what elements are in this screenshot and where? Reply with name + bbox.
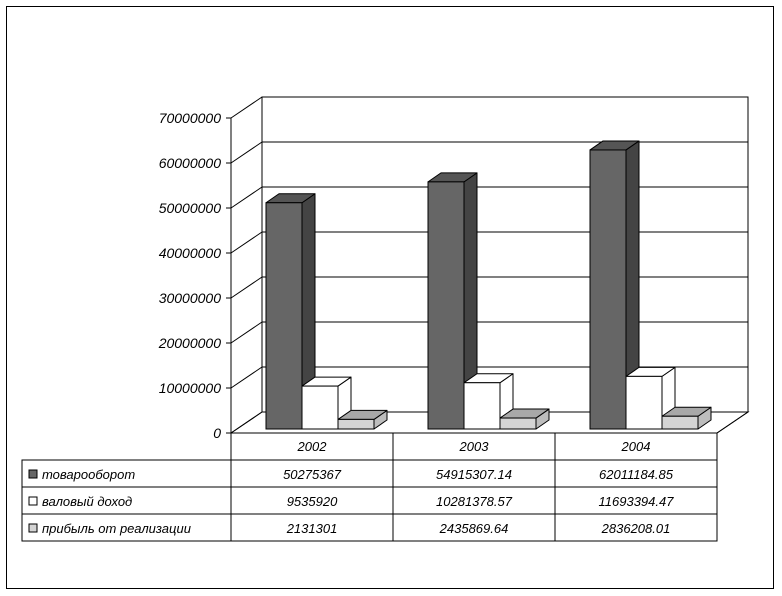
data-label: 62011184.85 <box>599 467 674 482</box>
gridline-depth <box>230 276 263 299</box>
bar-2003-series-1 <box>463 382 501 430</box>
y-tick-label: 40000000 <box>159 245 222 261</box>
bar-2004-series-1 <box>625 375 663 430</box>
chart-frame <box>6 6 774 589</box>
category-label: 2004 <box>621 439 651 454</box>
y-tick-label: 70000000 <box>159 110 222 126</box>
gridline-depth <box>230 231 263 254</box>
data-label: 11693394.47 <box>599 494 675 509</box>
bar-2004-series-0 <box>589 149 627 430</box>
legend-label: прибыль от реализации <box>42 521 191 536</box>
data-label: 2435869.64 <box>439 521 509 536</box>
gridline-depth <box>230 186 263 209</box>
bar-2002-series-2 <box>337 418 375 430</box>
y-tick-label: 50000000 <box>159 200 222 216</box>
legend-label: товарооборот <box>42 467 135 482</box>
gridline-depth <box>230 366 263 389</box>
bar-2002-series-0 <box>265 202 303 430</box>
y-tick-label: 10000000 <box>159 380 222 396</box>
y-tick-label: 0 <box>213 425 221 441</box>
gridline-depth <box>230 96 263 119</box>
table-body <box>21 459 718 542</box>
gridline-depth <box>230 411 263 434</box>
gridline-depth <box>230 321 263 344</box>
category-label: 2002 <box>297 439 328 454</box>
legend-swatch <box>28 469 38 479</box>
y-tick-label: 30000000 <box>159 290 222 306</box>
gridline-depth <box>230 141 263 164</box>
bar-2002-series-1 <box>301 385 339 430</box>
y-tick-label: 20000000 <box>158 335 222 351</box>
floor-edge <box>716 411 749 434</box>
bar-2003-series-2 <box>499 417 537 430</box>
legend-swatch <box>28 496 38 506</box>
category-label: 2003 <box>459 439 490 454</box>
data-label: 50275367 <box>283 467 342 482</box>
bar-2004-series-2 <box>661 415 699 430</box>
data-label: 2131301 <box>286 521 338 536</box>
legend-label: валовый доход <box>42 494 132 509</box>
bar-2003-series-0 <box>427 181 465 430</box>
data-label: 9535920 <box>287 494 338 509</box>
y-tick-label: 60000000 <box>159 155 222 171</box>
data-label: 54915307.14 <box>436 467 512 482</box>
legend-swatch <box>28 523 38 533</box>
data-label: 2836208.01 <box>601 521 671 536</box>
back-wall <box>261 96 749 413</box>
data-label: 10281378.57 <box>436 494 513 509</box>
